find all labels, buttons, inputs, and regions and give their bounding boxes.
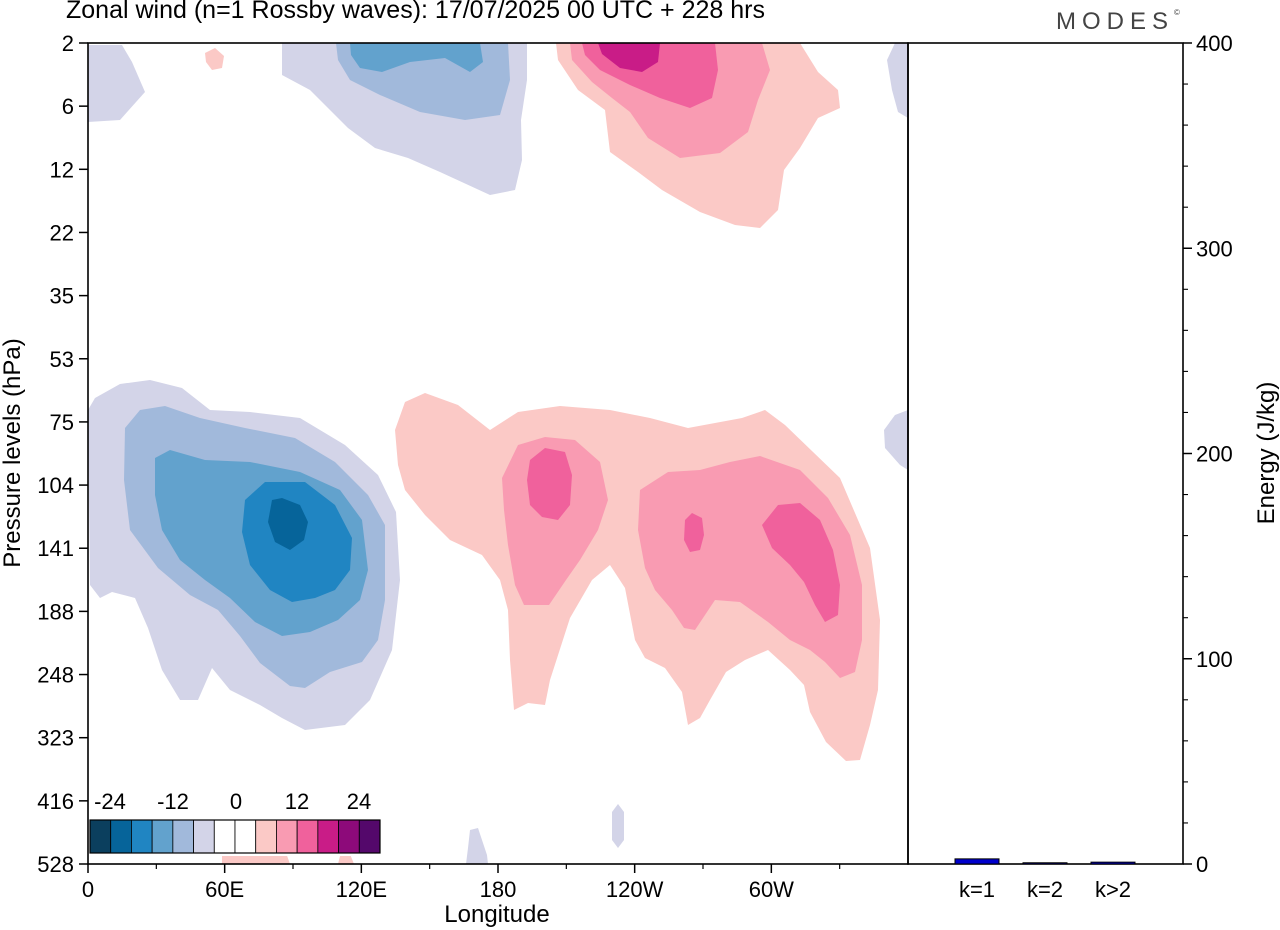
energy-tick-label: 0 xyxy=(1196,852,1208,877)
y-tick-label: 12 xyxy=(50,157,74,182)
colorbar-swatch xyxy=(338,819,360,854)
colorbar-label: -24 xyxy=(94,789,126,814)
y-tick-label: 6 xyxy=(62,94,74,119)
y-tick-label: 248 xyxy=(37,663,74,688)
colorbar-label: -12 xyxy=(157,789,189,814)
y-tick-label: 323 xyxy=(37,726,74,751)
colorbar-swatch xyxy=(358,819,381,854)
modes-logo: MODES© xyxy=(1056,8,1180,35)
energy-tick-label: 100 xyxy=(1196,647,1233,672)
colorbar-label: 24 xyxy=(347,789,371,814)
pos-contour-dot xyxy=(205,48,224,70)
neg-contour-upper-l3 xyxy=(350,43,483,72)
x-tick-label: 0 xyxy=(82,877,94,902)
colorbar-swatch xyxy=(193,819,215,854)
energy-axis-label: Energy (J/kg) xyxy=(1253,382,1280,525)
pos-contour-lower-l3-c xyxy=(762,503,840,622)
energy-category-label: k>2 xyxy=(1095,877,1131,902)
y-axis-label: Pressure levels (hPa) xyxy=(0,338,26,567)
y-tick-label: 35 xyxy=(50,284,74,309)
neg-contour-lower-right xyxy=(884,410,908,470)
colorbar-swatch xyxy=(255,819,277,854)
colorbar-frame xyxy=(89,819,381,854)
x-tick-label: 120E xyxy=(336,877,387,902)
neg-contour-small-1 xyxy=(612,804,624,848)
x-tick-label: 180 xyxy=(480,877,517,902)
colorbar-swatch xyxy=(89,819,112,854)
colorbar-swatch xyxy=(276,819,298,854)
y-tick-label: 104 xyxy=(37,473,74,498)
y-tick-label: 188 xyxy=(37,599,74,624)
energy-panel-frame xyxy=(907,42,1184,865)
energy-tick-label: 200 xyxy=(1196,442,1233,467)
x-tick-label: 60W xyxy=(749,877,794,902)
neg-contour-upper-right xyxy=(887,43,908,118)
colorbar-swatch xyxy=(172,819,194,854)
y-tick-label: 22 xyxy=(50,220,74,245)
y-tick-label: 141 xyxy=(37,536,74,561)
energy-bar xyxy=(1022,862,1068,865)
pos-contour-lower-l3-a xyxy=(527,448,572,520)
energy-category-label: k=1 xyxy=(959,877,995,902)
neg-contour-lower-l5 xyxy=(268,498,308,550)
pos-contour-lower-l3-b xyxy=(684,513,704,552)
x-tick-label: 120W xyxy=(606,877,664,902)
y-tick-label: 53 xyxy=(50,347,74,372)
energy-category-label: k=2 xyxy=(1027,877,1063,902)
energy-tick-label: 400 xyxy=(1196,31,1233,56)
y-tick-label: 2 xyxy=(62,31,74,56)
colorbar-label: 12 xyxy=(285,789,309,814)
energy-bar xyxy=(954,858,1000,865)
colorbar-swatch xyxy=(296,819,319,854)
x-tick-label: 60E xyxy=(205,877,244,902)
x-axis-label: Longitude xyxy=(444,901,549,928)
chart-title: Zonal wind (n=1 Rossby waves): 17/07/202… xyxy=(66,0,765,24)
y-tick-label: 528 xyxy=(37,852,74,877)
colorbar-swatch xyxy=(110,819,132,854)
neg-contour-small-2 xyxy=(466,828,488,864)
energy-panel: k=1 k=2 k>2 0 100 200 300 400 Energy (J/kg) xyxy=(907,31,1280,902)
y-tick-label: 75 xyxy=(50,410,74,435)
y-tick-label: 416 xyxy=(37,789,74,814)
colorbar: -24 -12 0 12 24 xyxy=(89,789,381,856)
energy-bar xyxy=(1090,861,1136,865)
colorbar-label: 0 xyxy=(230,789,242,814)
colorbar-swatch xyxy=(234,819,257,854)
colorbar-swatch xyxy=(213,819,236,854)
pos-contour-upper-l4 xyxy=(598,43,660,72)
colorbar-swatch xyxy=(317,819,339,854)
neg-contour-topleft xyxy=(88,45,145,122)
pos-contour-bottom-2 xyxy=(338,854,354,864)
energy-tick-label: 300 xyxy=(1196,236,1233,261)
colorbar-swatch xyxy=(151,819,174,854)
contour-panel: 0 60E 120E 180 120W 60W 2 6 12 22 35 53 75 104 141 188… xyxy=(0,31,909,928)
colorbar-swatch xyxy=(131,819,153,854)
